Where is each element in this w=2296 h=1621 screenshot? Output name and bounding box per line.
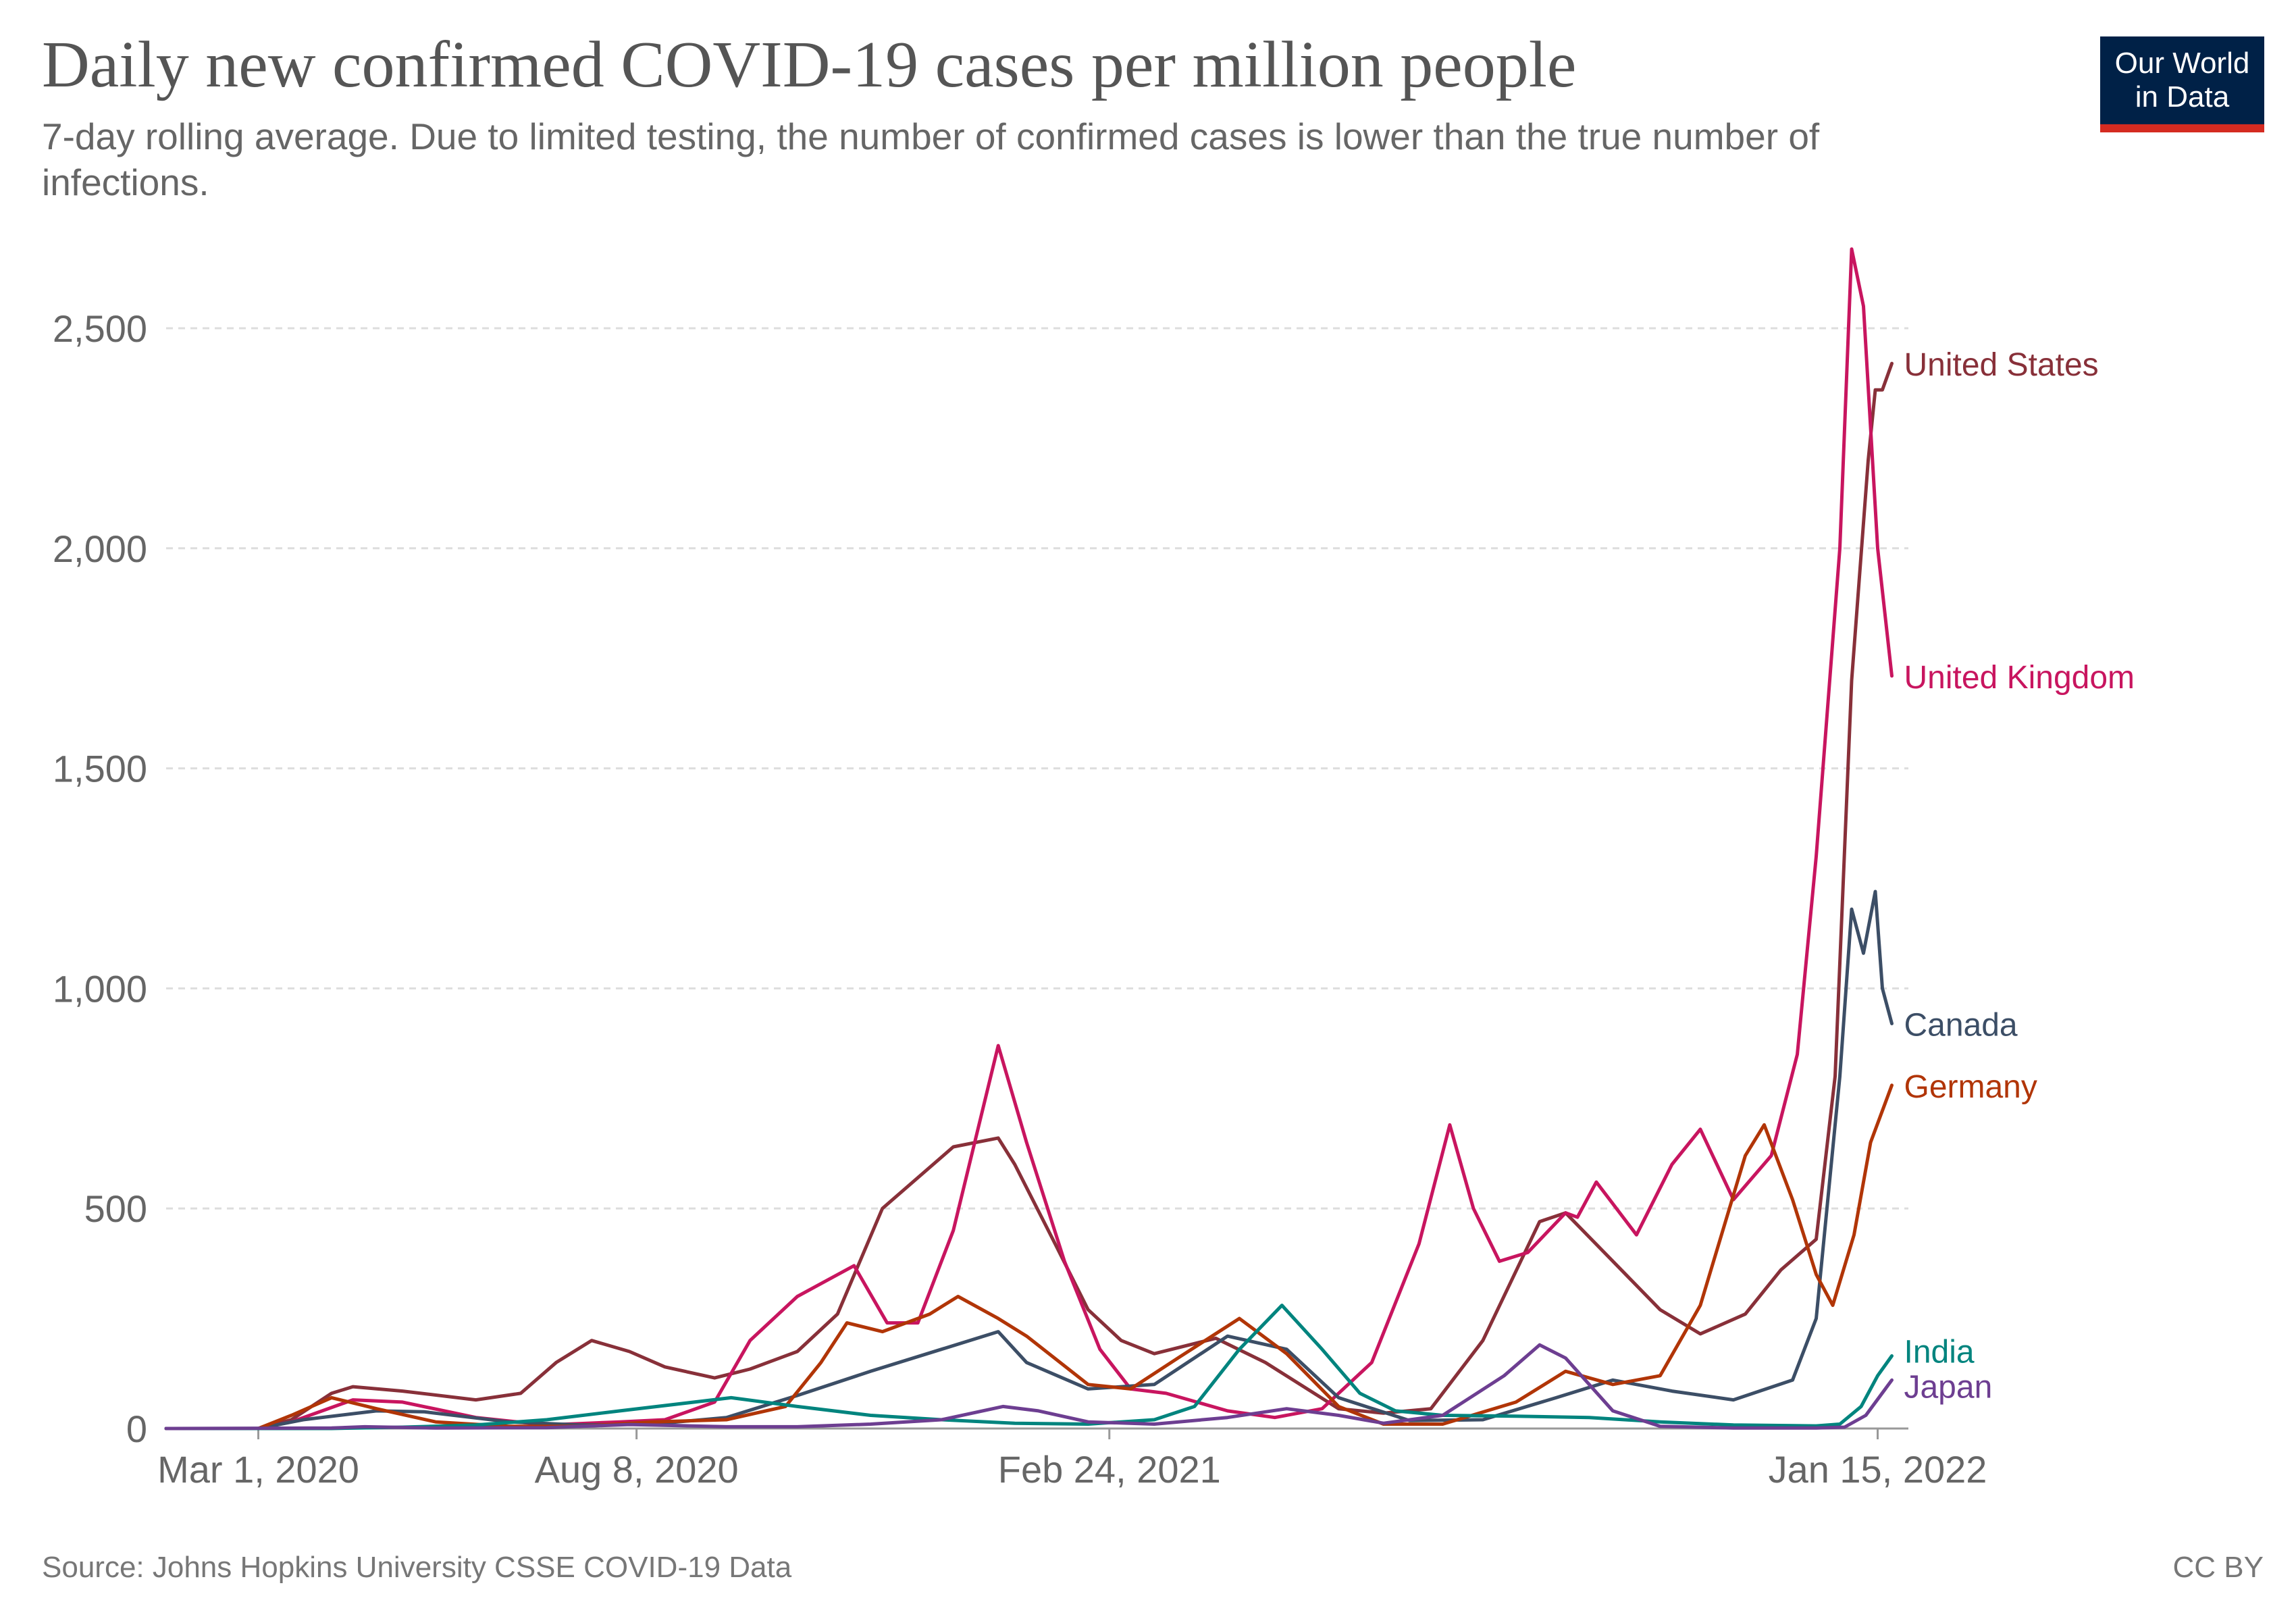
series-label-germany: Germany (1904, 1069, 2037, 1105)
x-tick-label: Mar 1, 2020 (157, 1448, 359, 1491)
series-label-japan: Japan (1904, 1369, 1992, 1405)
x-tick-label: Jan 15, 2022 (1769, 1448, 1987, 1491)
series-line-canada[interactable] (164, 890, 1894, 1431)
series-line-united-kingdom[interactable] (164, 247, 1894, 1431)
x-axis-ticks: Mar 1, 2020 Aug 8, 2020 Feb 24, 2021 Jan 15… (157, 1429, 1987, 1491)
y-tick-label: 1,500 (53, 748, 147, 790)
y-tick-label: 2,500 (53, 307, 147, 350)
series-lines[interactable] (164, 247, 1894, 1431)
logo-line-1: Our World (2114, 47, 2250, 80)
y-tick-label: 500 (84, 1187, 147, 1230)
x-tick-label: Feb 24, 2021 (998, 1448, 1221, 1491)
series-label-canada: Canada (1904, 1008, 2017, 1044)
series-label-united-kingdom: United Kingdom (1904, 660, 2135, 696)
chart-title: Daily new confirmed COVID-19 cases per m… (42, 28, 1577, 101)
y-tick-label: 2,000 (53, 528, 147, 570)
x-tick-label: Aug 8, 2020 (535, 1448, 739, 1491)
logo-line-2: in Data (2135, 80, 2230, 113)
series-line-japan[interactable] (164, 1343, 1894, 1431)
owid-logo[interactable]: Our World in Data (2100, 36, 2264, 132)
series-line-united-states[interactable] (164, 361, 1894, 1431)
license-link[interactable]: CC BY (2172, 1551, 2264, 1584)
series-line-india[interactable] (164, 1304, 1894, 1431)
y-tick-label: 0 (126, 1408, 147, 1450)
series-labels: United States United Kingdom Canada Germany… (1904, 347, 2135, 1405)
series-line-germany[interactable] (164, 1083, 1894, 1431)
y-axis-ticks: 0 500 1,000 1,500 2,000 2,500 (53, 307, 147, 1450)
source-note: Source: Johns Hopkins University CSSE CO… (42, 1551, 792, 1584)
grid-lines (166, 327, 1908, 1210)
series-label-united-states: United States (1904, 347, 2098, 383)
chart-subtitle: 7-day rolling average. Due to limited te… (42, 115, 1820, 203)
y-tick-label: 1,000 (53, 967, 147, 1010)
series-label-india: India (1904, 1334, 1974, 1370)
